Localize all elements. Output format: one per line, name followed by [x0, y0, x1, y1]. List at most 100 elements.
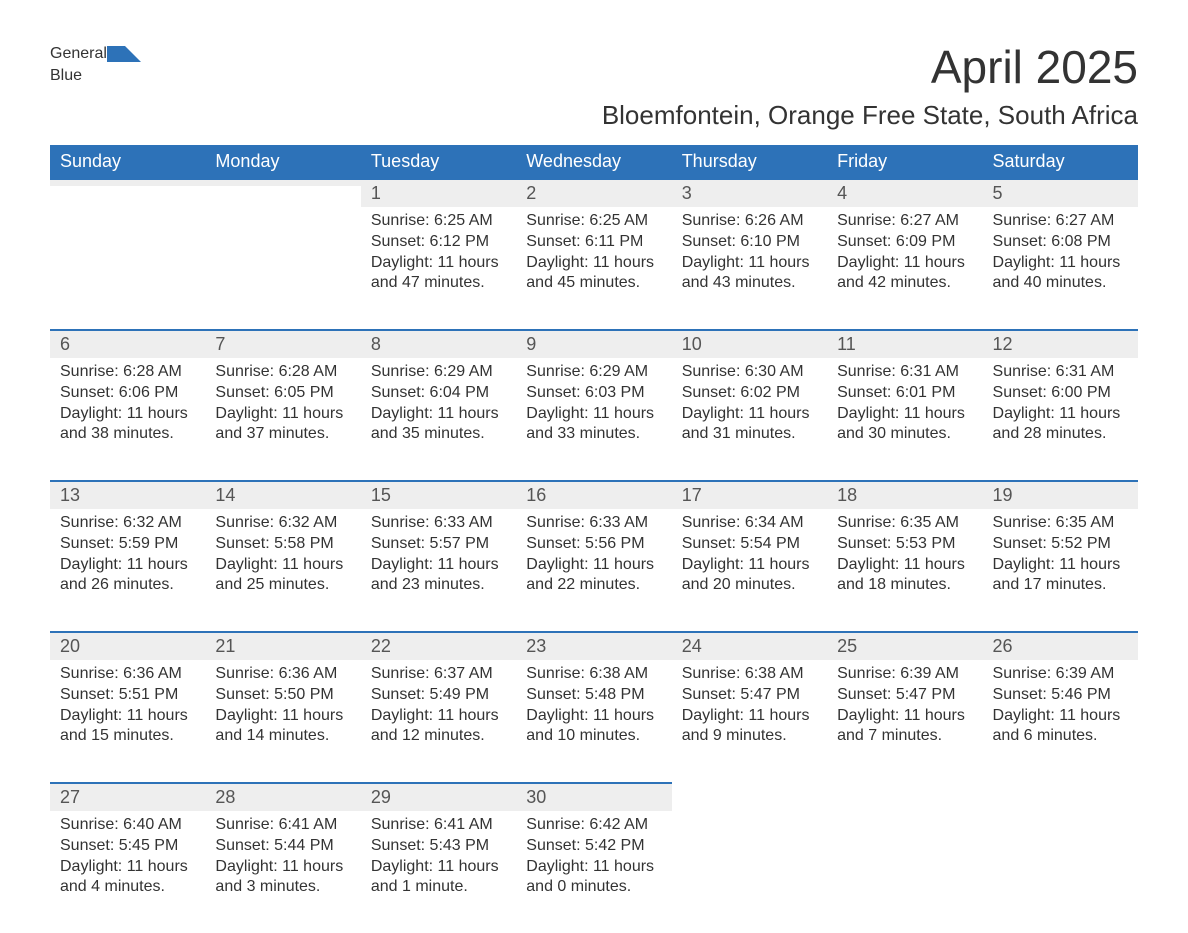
day-sunrise: Sunrise: 6:26 AM: [682, 211, 817, 232]
day-number-cell: 16: [516, 480, 671, 509]
day-sunset: Sunset: 6:11 PM: [526, 232, 661, 253]
day-day1: Daylight: 11 hours: [526, 404, 661, 425]
day-day2: and 25 minutes.: [215, 575, 350, 596]
day-sunrise: Sunrise: 6:31 AM: [837, 362, 972, 383]
logo-text-general: General: [50, 45, 107, 63]
day-day1: Daylight: 11 hours: [215, 555, 350, 576]
day-number: 22: [361, 631, 516, 660]
day-data: Sunrise: 6:28 AMSunset: 6:05 PMDaylight:…: [205, 358, 360, 455]
week-data-row: Sunrise: 6:36 AMSunset: 5:51 PMDaylight:…: [50, 660, 1138, 782]
day-number: 12: [983, 329, 1138, 358]
day-data-cell: Sunrise: 6:28 AMSunset: 6:05 PMDaylight:…: [205, 358, 360, 480]
day-day2: and 3 minutes.: [215, 877, 350, 898]
day-sunrise: Sunrise: 6:29 AM: [526, 362, 661, 383]
day-sunrise: Sunrise: 6:31 AM: [993, 362, 1128, 383]
day-number-cell: 17: [672, 480, 827, 509]
day-day1: Daylight: 11 hours: [837, 253, 972, 274]
day-day1: Daylight: 11 hours: [215, 404, 350, 425]
day-sunrise: Sunrise: 6:34 AM: [682, 513, 817, 534]
calendar-table: Sunday Monday Tuesday Wednesday Thursday…: [50, 145, 1138, 933]
day-day1: Daylight: 11 hours: [993, 253, 1128, 274]
day-day2: and 38 minutes.: [60, 424, 195, 445]
day-number: 8: [361, 329, 516, 358]
day-data: Sunrise: 6:36 AMSunset: 5:50 PMDaylight:…: [205, 660, 360, 757]
day-data: Sunrise: 6:35 AMSunset: 5:53 PMDaylight:…: [827, 509, 982, 606]
day-data: Sunrise: 6:35 AMSunset: 5:52 PMDaylight:…: [983, 509, 1138, 606]
week-daynum-row: 12345: [50, 178, 1138, 207]
day-number-cell: 22: [361, 631, 516, 660]
day-day1: Daylight: 11 hours: [837, 706, 972, 727]
week-daynum-row: 6789101112: [50, 329, 1138, 358]
day-sunrise: Sunrise: 6:38 AM: [682, 664, 817, 685]
day-day2: and 7 minutes.: [837, 726, 972, 747]
day-sunset: Sunset: 5:46 PM: [993, 685, 1128, 706]
calendar-body: 12345Sunrise: 6:25 AMSunset: 6:12 PMDayl…: [50, 178, 1138, 933]
day-day2: and 47 minutes.: [371, 273, 506, 294]
day-data: Sunrise: 6:36 AMSunset: 5:51 PMDaylight:…: [50, 660, 205, 757]
day-number: 3: [672, 178, 827, 207]
day-data-cell: Sunrise: 6:25 AMSunset: 6:11 PMDaylight:…: [516, 207, 671, 329]
day-sunrise: Sunrise: 6:41 AM: [371, 815, 506, 836]
day-day1: Daylight: 11 hours: [371, 253, 506, 274]
day-sunset: Sunset: 5:50 PM: [215, 685, 350, 706]
day-data-cell: Sunrise: 6:41 AMSunset: 5:44 PMDaylight:…: [205, 811, 360, 933]
day-data-cell: Sunrise: 6:29 AMSunset: 6:03 PMDaylight:…: [516, 358, 671, 480]
logo-text-blue: Blue: [50, 67, 141, 85]
day-day2: and 14 minutes.: [215, 726, 350, 747]
day-number-cell: 27: [50, 782, 205, 811]
day-sunset: Sunset: 6:09 PM: [837, 232, 972, 253]
day-number-cell: 19: [983, 480, 1138, 509]
day-sunset: Sunset: 6:05 PM: [215, 383, 350, 404]
day-day2: and 35 minutes.: [371, 424, 506, 445]
day-number-cell: 30: [516, 782, 671, 811]
day-data-cell: Sunrise: 6:31 AMSunset: 6:01 PMDaylight:…: [827, 358, 982, 480]
day-number: 6: [50, 329, 205, 358]
day-sunrise: Sunrise: 6:27 AM: [993, 211, 1128, 232]
day-data-cell: Sunrise: 6:38 AMSunset: 5:48 PMDaylight:…: [516, 660, 671, 782]
day-day2: and 31 minutes.: [682, 424, 817, 445]
day-number-cell: [672, 782, 827, 811]
day-number-cell: 12: [983, 329, 1138, 358]
day-number-cell: [205, 178, 360, 207]
day-data: Sunrise: 6:28 AMSunset: 6:06 PMDaylight:…: [50, 358, 205, 455]
day-data-cell: Sunrise: 6:27 AMSunset: 6:08 PMDaylight:…: [983, 207, 1138, 329]
day-sunset: Sunset: 5:59 PM: [60, 534, 195, 555]
day-sunrise: Sunrise: 6:25 AM: [371, 211, 506, 232]
day-sunrise: Sunrise: 6:27 AM: [837, 211, 972, 232]
day-number-cell: 4: [827, 178, 982, 207]
day-sunrise: Sunrise: 6:25 AM: [526, 211, 661, 232]
day-number: 9: [516, 329, 671, 358]
day-day1: Daylight: 11 hours: [60, 555, 195, 576]
day-number-cell: [827, 782, 982, 811]
day-data-cell: Sunrise: 6:25 AMSunset: 6:12 PMDaylight:…: [361, 207, 516, 329]
weekday-header: Friday: [827, 145, 982, 178]
day-sunrise: Sunrise: 6:35 AM: [837, 513, 972, 534]
day-number-cell: 21: [205, 631, 360, 660]
day-day2: and 15 minutes.: [60, 726, 195, 747]
day-sunset: Sunset: 5:53 PM: [837, 534, 972, 555]
day-data-cell: Sunrise: 6:27 AMSunset: 6:09 PMDaylight:…: [827, 207, 982, 329]
day-number: 4: [827, 178, 982, 207]
location-subtitle: Bloemfontein, Orange Free State, South A…: [50, 100, 1138, 131]
day-number: 14: [205, 480, 360, 509]
day-day1: Daylight: 11 hours: [682, 253, 817, 274]
day-data-cell: Sunrise: 6:35 AMSunset: 5:53 PMDaylight:…: [827, 509, 982, 631]
day-data: Sunrise: 6:33 AMSunset: 5:57 PMDaylight:…: [361, 509, 516, 606]
day-day2: and 28 minutes.: [993, 424, 1128, 445]
day-day1: Daylight: 11 hours: [837, 555, 972, 576]
day-sunset: Sunset: 5:56 PM: [526, 534, 661, 555]
day-sunset: Sunset: 5:47 PM: [682, 685, 817, 706]
day-data-cell: Sunrise: 6:39 AMSunset: 5:47 PMDaylight:…: [827, 660, 982, 782]
day-sunrise: Sunrise: 6:32 AM: [215, 513, 350, 534]
day-data-cell: Sunrise: 6:42 AMSunset: 5:42 PMDaylight:…: [516, 811, 671, 933]
day-data-cell: [50, 207, 205, 329]
weekday-header: Tuesday: [361, 145, 516, 178]
day-sunrise: Sunrise: 6:30 AM: [682, 362, 817, 383]
day-number: 15: [361, 480, 516, 509]
day-number-cell: 20: [50, 631, 205, 660]
day-day1: Daylight: 11 hours: [993, 555, 1128, 576]
day-data-cell: Sunrise: 6:33 AMSunset: 5:56 PMDaylight:…: [516, 509, 671, 631]
day-number: 18: [827, 480, 982, 509]
day-sunrise: Sunrise: 6:33 AM: [526, 513, 661, 534]
day-data-cell: Sunrise: 6:26 AMSunset: 6:10 PMDaylight:…: [672, 207, 827, 329]
